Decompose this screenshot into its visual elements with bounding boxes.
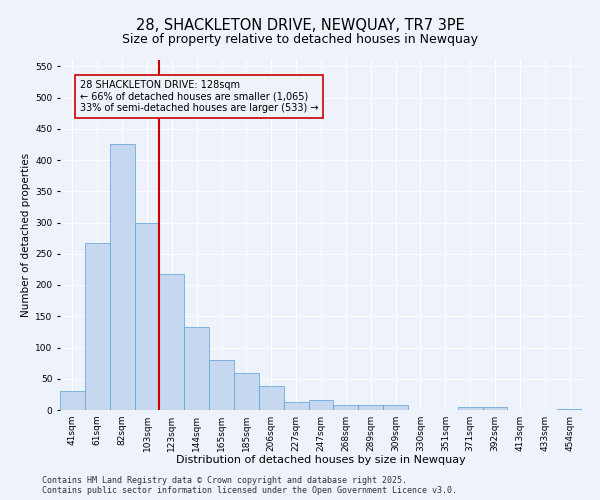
Bar <box>358 405 383 410</box>
Bar <box>259 386 284 410</box>
Bar <box>209 360 234 410</box>
Bar <box>334 405 358 410</box>
Text: 28, SHACKLETON DRIVE, NEWQUAY, TR7 3PE: 28, SHACKLETON DRIVE, NEWQUAY, TR7 3PE <box>136 18 464 32</box>
Bar <box>160 274 184 410</box>
Y-axis label: Number of detached properties: Number of detached properties <box>21 153 31 317</box>
Bar <box>134 222 160 410</box>
Bar <box>383 405 408 410</box>
Text: 28 SHACKLETON DRIVE: 128sqm
← 66% of detached houses are smaller (1,065)
33% of : 28 SHACKLETON DRIVE: 128sqm ← 66% of det… <box>80 80 319 113</box>
Bar <box>234 372 259 410</box>
Bar <box>482 407 508 410</box>
Bar <box>458 407 482 410</box>
X-axis label: Distribution of detached houses by size in Newquay: Distribution of detached houses by size … <box>176 456 466 466</box>
Bar <box>284 402 308 410</box>
Text: Size of property relative to detached houses in Newquay: Size of property relative to detached ho… <box>122 32 478 46</box>
Bar <box>85 242 110 410</box>
Text: Contains HM Land Registry data © Crown copyright and database right 2025.
Contai: Contains HM Land Registry data © Crown c… <box>42 476 457 495</box>
Bar <box>60 391 85 410</box>
Bar <box>184 327 209 410</box>
Bar <box>110 144 134 410</box>
Bar <box>557 409 582 410</box>
Bar <box>308 400 334 410</box>
